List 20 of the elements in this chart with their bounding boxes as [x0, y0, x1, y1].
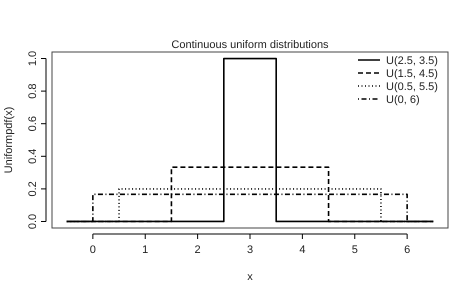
y-tick-label: 0.2 — [27, 181, 39, 197]
y-axis-title: Uniformpdf(x) — [3, 106, 15, 174]
x-tick-label: 4 — [299, 244, 306, 256]
y-tick-label: 0.6 — [27, 116, 39, 132]
legend-label: U(2.5, 3.5) — [386, 55, 438, 67]
x-tick-label: 3 — [246, 244, 254, 256]
legend-label: U(0, 6) — [386, 94, 420, 106]
y-tick-label: 0.8 — [27, 83, 39, 99]
x-tick-label: 0 — [90, 244, 96, 256]
chart-title: Continuous uniform distributions — [171, 39, 330, 51]
x-axis-title: x — [247, 271, 254, 283]
x-tick-label: 1 — [142, 244, 148, 256]
x-tick-label: 2 — [194, 244, 201, 256]
y-tick-label: 1.0 — [27, 50, 39, 66]
legend-label: U(0.5, 5.5) — [386, 81, 438, 93]
x-tick-label: 6 — [404, 244, 410, 256]
y-tick-label: 0.0 — [27, 214, 39, 230]
x-tick-label: 5 — [352, 244, 358, 256]
y-tick-label: 0.4 — [27, 148, 39, 164]
legend-label: U(1.5, 4.5) — [386, 68, 438, 80]
